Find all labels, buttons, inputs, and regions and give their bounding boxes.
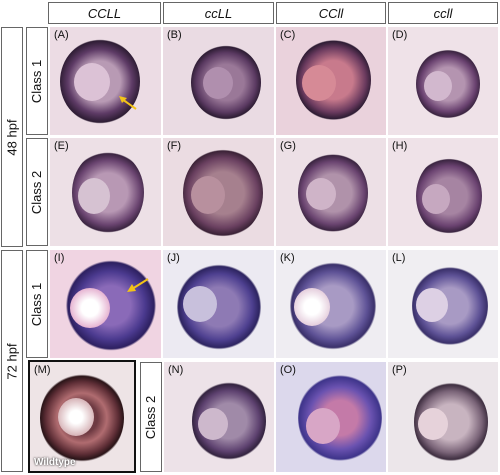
column-header-ccll-4: ccll [388,2,498,24]
lens-m [58,398,94,436]
panel-k: (K) [276,250,386,358]
panel-l-label: (L) [392,252,406,264]
lens-o [306,408,340,444]
lens-n [198,408,228,440]
lens-j [183,286,217,322]
stage-48hpf-text: 48 hpf [4,118,20,156]
panel-j: (J) [163,250,274,358]
panel-c: (C) [276,27,386,135]
panel-d-label: (D) [392,29,408,41]
lens-e [78,178,110,214]
lens-f [191,176,225,214]
stage-72hpf-text: 72 hpf [4,342,20,380]
lens-h [422,184,450,214]
arrow-icon [127,278,149,292]
panel-g-label: (G) [280,140,296,152]
panel-p: (P) [388,362,498,472]
stage-label-72hpf: 72 hpf [1,250,23,472]
lens-b [203,67,233,99]
panel-j-label: (J) [167,252,180,264]
lens-d [424,71,452,101]
panel-e: (E) [50,138,161,246]
class2-text: Class 2 [143,395,159,439]
lens-k [294,288,330,326]
column-header-ccll-1: CCLL [48,2,161,24]
panel-c-label: (C) [280,29,296,41]
panel-o: (O) [276,362,386,472]
panel-e-label: (E) [54,140,69,152]
class1-text: Class 1 [29,282,45,326]
panel-a: (A) [50,27,161,135]
class2-text: Class 2 [29,170,45,214]
lens-i [70,288,110,328]
panel-b-label: (B) [167,29,182,41]
class1-text: Class 1 [29,59,45,103]
column-header-ccll-3: CCll [276,2,386,24]
lens-p [418,408,448,440]
panel-n: (N) [164,362,274,472]
class-label-48-class1: Class 1 [26,27,48,135]
class-label-48-class2: Class 2 [26,138,48,246]
lens-a [74,63,110,101]
lens-g [306,178,336,210]
panel-n-label: (N) [168,364,184,376]
panel-b: (B) [163,27,274,135]
stage-label-48hpf: 48 hpf [1,27,23,247]
column-header-ccll-2: ccLL [163,2,274,24]
wildtype-label: Wildtype [34,457,76,468]
panel-i-label: (I) [54,252,65,264]
panel-p-label: (P) [392,364,407,376]
panel-f: (F) [163,138,274,246]
panel-o-label: (O) [280,364,296,376]
class-label-72-class1: Class 1 [26,250,48,358]
panel-i: (I) [50,250,161,358]
panel-m-label: (M) [34,364,51,376]
panel-a-label: (A) [54,29,69,41]
arrow-icon [119,96,137,110]
panel-h: (H) [388,138,498,246]
lens-l [416,288,448,322]
class-label-72-class2: Class 2 [140,362,162,472]
panel-f-label: (F) [167,140,182,152]
lens-c [302,65,336,101]
panel-h-label: (H) [392,140,408,152]
panel-d: (D) [388,27,498,135]
panel-g: (G) [276,138,386,246]
panel-m: (M) Wildtype [28,360,136,473]
panel-k-label: (K) [280,252,295,264]
panel-l: (L) [388,250,498,358]
